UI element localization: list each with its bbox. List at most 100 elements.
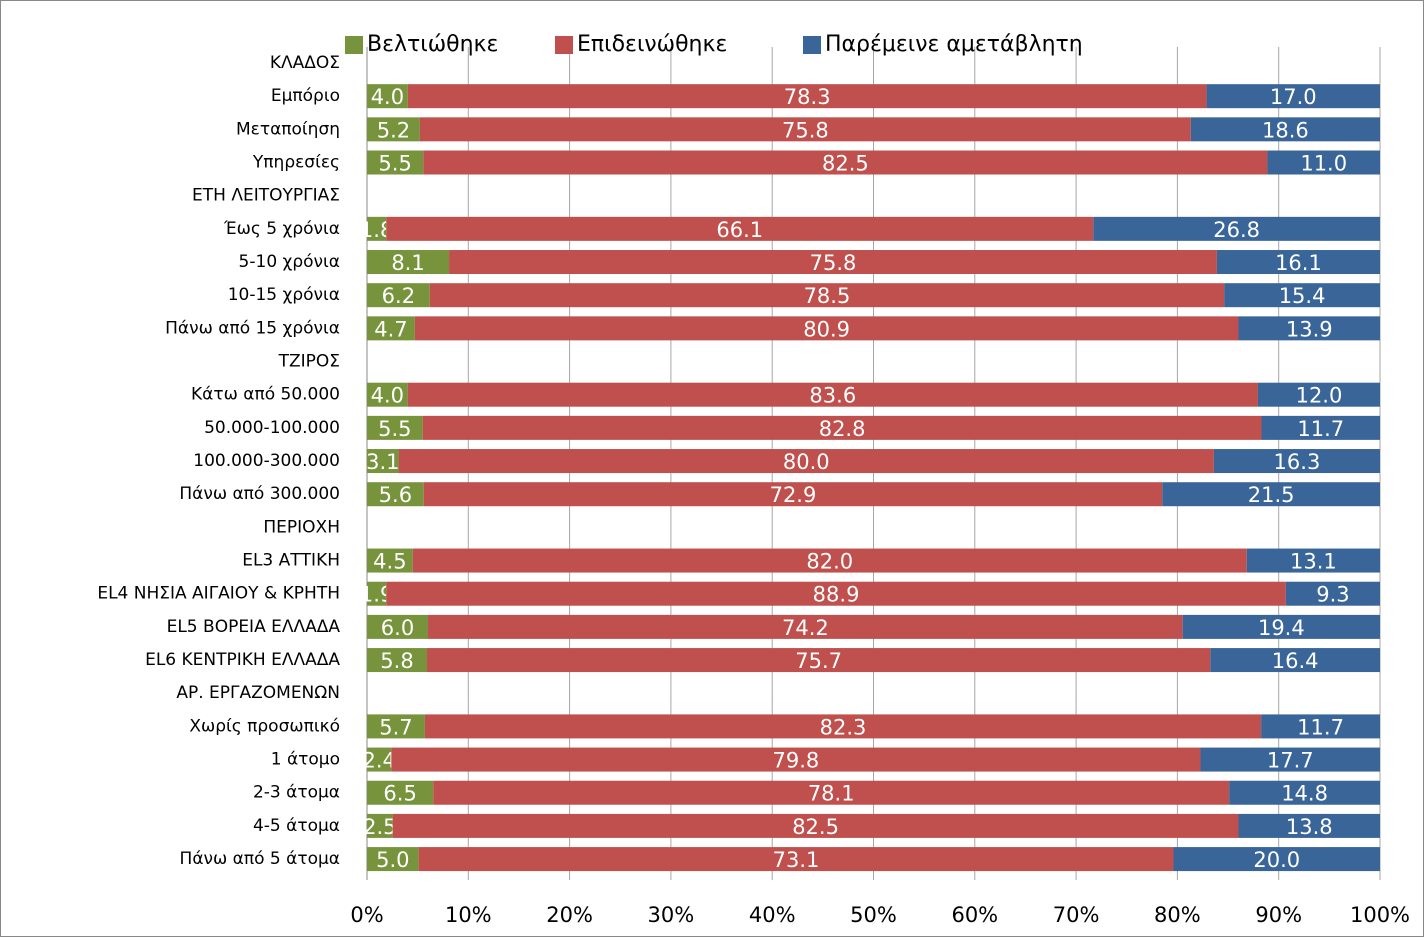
bar-segment <box>1285 581 1380 606</box>
category-label: 5-10 χρόνια <box>239 252 340 272</box>
value-label: 11.7 <box>1297 715 1344 739</box>
bar-segment <box>1238 813 1380 838</box>
bar-segment <box>367 648 428 673</box>
x-tick-label: 90% <box>1255 903 1302 927</box>
value-label: 5.8 <box>380 649 413 673</box>
bar-segment <box>398 449 1214 474</box>
labels: 0% 10% 20% 30% 40% 50% 60% 70% 80% 90% 100% Βελτιώθ… <box>97 32 1410 927</box>
value-label: 5.2 <box>377 118 410 142</box>
legend-swatch <box>803 36 821 54</box>
value-label: 26.8 <box>1213 218 1260 242</box>
value-label: 82.5 <box>822 152 869 176</box>
bar-segment <box>367 813 393 838</box>
value-label: 75.8 <box>810 251 857 275</box>
value-label: 5.0 <box>376 848 409 872</box>
value-label: 5.5 <box>378 152 411 176</box>
value-label: 2.4 <box>362 749 395 773</box>
value-label: 13.1 <box>1290 550 1337 574</box>
bar-segment <box>367 449 399 474</box>
category-label: ΕΤΗ ΛΕΙΤΟΥΡΓΙΑΣ <box>192 186 340 206</box>
bar-segment <box>367 316 415 341</box>
category-label: Μεταποίηση <box>236 119 340 139</box>
bar-segment <box>392 813 1239 838</box>
x-tick-label: 10% <box>445 903 492 927</box>
value-label: 73.1 <box>773 848 820 872</box>
value-label: 12.0 <box>1296 384 1343 408</box>
category-label: Πάνω από 300.000 <box>179 484 340 504</box>
value-label: 5.6 <box>379 483 412 507</box>
x-tick-label: 30% <box>648 903 695 927</box>
category-label: EL5 ΒΟΡΕΙΑ ΕΛΛΑΔΑ <box>167 617 341 637</box>
bar-segment <box>367 150 424 175</box>
bar-segment <box>367 415 423 440</box>
bar-segment <box>1213 449 1380 474</box>
value-label: 78.1 <box>808 782 855 806</box>
value-label: 83.6 <box>809 384 856 408</box>
legend-swatch <box>345 36 363 54</box>
value-label: 88.9 <box>813 583 860 607</box>
bar-segment <box>367 250 450 275</box>
bar-segment <box>1257 382 1380 407</box>
bar-segment <box>1261 415 1380 440</box>
x-tick-label: 40% <box>749 903 796 927</box>
value-label: 20.0 <box>1253 848 1300 872</box>
bar-segment <box>1190 117 1380 142</box>
bar-segment <box>419 117 1191 142</box>
category-label: Κάτω από 50.000 <box>191 385 340 405</box>
category-label: 4-5 άτομα <box>253 816 340 836</box>
value-label: 79.8 <box>773 749 820 773</box>
value-label: 4.0 <box>371 384 404 408</box>
x-tick-label: 70% <box>1053 903 1100 927</box>
bar-segment <box>1238 316 1380 341</box>
value-label: 2.5 <box>363 815 396 839</box>
value-label: 4.5 <box>373 550 406 574</box>
legend-label: Παρέμεινε αμετάβλητη <box>825 32 1083 57</box>
bar-segment <box>1216 250 1380 275</box>
bar-segment <box>449 250 1217 275</box>
category-label: ΚΛΑΔΟΣ <box>270 53 340 73</box>
category-label: EL3 ΑΤΤΙΚΗ <box>242 551 340 571</box>
bar-segment <box>418 847 1174 872</box>
value-label: 21.5 <box>1248 483 1295 507</box>
value-label: 16.1 <box>1275 251 1322 275</box>
bar-segment <box>1229 780 1380 805</box>
value-label: 16.4 <box>1272 649 1319 673</box>
value-label: 8.1 <box>391 251 424 275</box>
bar-segment <box>367 714 425 739</box>
value-label: 75.8 <box>782 118 829 142</box>
x-tick-label: 60% <box>951 903 998 927</box>
value-label: 80.9 <box>803 317 850 341</box>
category-label: 1 άτομο <box>271 750 340 770</box>
value-label: 6.5 <box>383 782 416 806</box>
value-label: 17.0 <box>1270 85 1317 109</box>
bar-segment <box>1206 84 1380 109</box>
value-label: 13.9 <box>1286 317 1333 341</box>
bar-segment <box>367 581 387 606</box>
bar-segment <box>407 84 1207 109</box>
value-label: 66.1 <box>716 218 763 242</box>
bar-segment <box>367 84 408 109</box>
bar-segment <box>367 382 408 407</box>
bar-segment <box>407 382 1258 407</box>
value-label: 9.3 <box>1316 583 1349 607</box>
category-label: ΠΕΡΙΟΧΗ <box>263 517 340 537</box>
value-label: 6.2 <box>382 284 415 308</box>
bar-segment <box>391 747 1201 772</box>
bar-segment <box>424 714 1262 739</box>
bar-segment <box>367 548 413 573</box>
bar-segment <box>1261 714 1380 739</box>
value-label: 82.5 <box>792 815 839 839</box>
legend-swatch <box>555 36 573 54</box>
value-label: 13.8 <box>1286 815 1333 839</box>
bar-segment <box>1267 150 1380 175</box>
bar-segment <box>423 482 1163 507</box>
value-label: 17.7 <box>1267 749 1314 773</box>
bar-segment <box>367 117 420 142</box>
value-label: 82.8 <box>819 417 866 441</box>
bar-segment <box>412 548 1247 573</box>
legend-label: Επιδεινώθηκε <box>577 32 727 57</box>
bar-segment <box>422 415 1262 440</box>
category-label: Χωρίς προσωπικό <box>189 716 340 736</box>
bar-segment <box>1093 216 1380 241</box>
